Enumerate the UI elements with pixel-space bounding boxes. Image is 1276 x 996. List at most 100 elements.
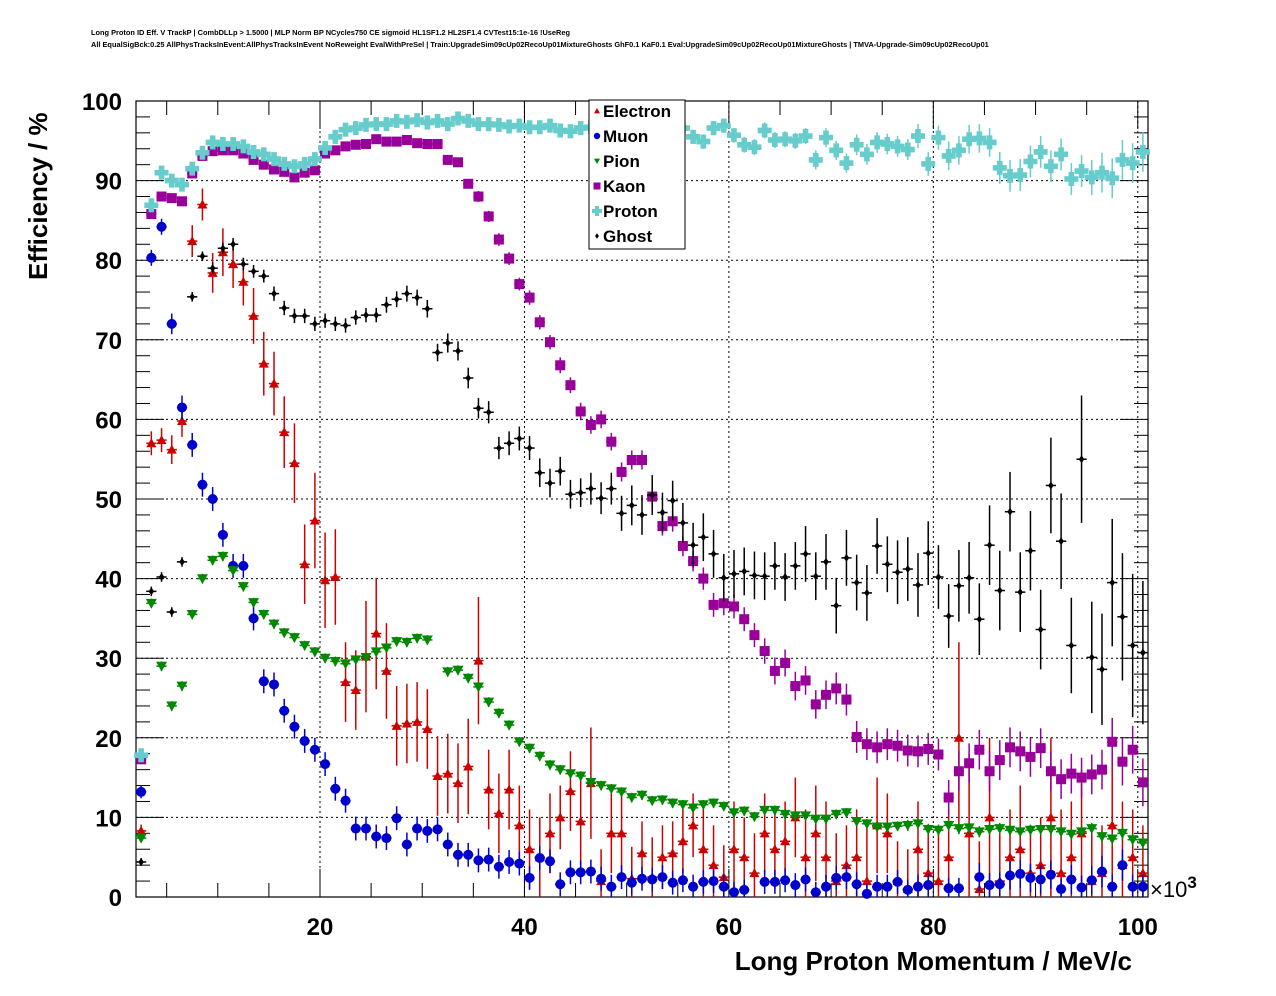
marker-square: [442, 154, 453, 165]
data-point-pion: [421, 635, 433, 646]
data-point-pion: [718, 801, 730, 812]
data-point-ghost: [984, 505, 995, 585]
marker-triangle-up: [984, 812, 995, 822]
marker-circle: [269, 679, 279, 690]
data-point-kaon: [452, 157, 464, 168]
marker-triangle-down: [268, 619, 280, 630]
marker-cross: [737, 137, 752, 152]
marker-circle: [187, 439, 198, 450]
marker-circle: [667, 877, 678, 888]
marker-triangle-up: [667, 848, 678, 858]
marker-square: [585, 419, 596, 430]
marker-diamond: [168, 608, 175, 617]
marker-diamond: [925, 549, 932, 558]
marker-circle: [943, 883, 954, 894]
data-point-pion: [391, 636, 403, 647]
legend-marker-electron: [594, 108, 600, 114]
marker-circle: [207, 494, 218, 504]
data-point-ghost: [422, 300, 433, 318]
marker-diamond: [567, 490, 574, 499]
marker-square: [708, 599, 719, 610]
marker-diamond: [577, 488, 584, 497]
marker-circle: [882, 881, 893, 892]
data-point-muon: [1045, 860, 1056, 890]
data-point-kaon: [1045, 751, 1056, 792]
marker-triangle-down: [912, 819, 924, 830]
series-electron: [136, 188, 1148, 897]
data-point-proton: [982, 128, 997, 157]
data-point-ghost: [933, 545, 944, 609]
marker-triangle-up: [616, 828, 627, 838]
marker-triangle-down: [759, 805, 771, 816]
marker-triangle-down: [881, 822, 893, 833]
series-ghost: [136, 237, 1148, 866]
marker-cross: [318, 140, 333, 155]
data-point-muon: [156, 218, 167, 235]
marker-diamond: [915, 580, 921, 589]
marker-triangle-down: [943, 820, 955, 831]
marker-circle: [565, 867, 576, 878]
y-tick-label: 30: [95, 646, 122, 673]
data-point-proton: [727, 128, 741, 143]
data-point-ghost: [156, 572, 167, 582]
data-point-ghost: [279, 300, 290, 316]
data-point-pion: [278, 627, 290, 639]
marker-triangle-down: [789, 811, 801, 822]
marker-square: [146, 209, 157, 220]
marker-triangle-down: [585, 777, 597, 788]
marker-circle: [238, 560, 249, 571]
data-point-pion: [922, 823, 934, 835]
marker-square: [913, 746, 923, 757]
marker-square: [780, 657, 791, 668]
data-point-pion: [1137, 836, 1149, 850]
data-point-pion: [350, 655, 362, 666]
data-point-pion: [1127, 833, 1139, 847]
data-point-electron: [442, 733, 453, 814]
data-point-proton: [1023, 145, 1038, 178]
marker-triangle-up: [1107, 820, 1118, 830]
data-point-kaon: [1056, 759, 1067, 800]
marker-cross: [328, 129, 343, 144]
data-point-ghost: [585, 472, 596, 505]
data-point-muon: [831, 865, 842, 890]
marker-triangle-up: [1035, 860, 1046, 870]
marker-diamond: [516, 434, 523, 443]
data-point-proton: [297, 156, 312, 171]
marker-triangle-down: [391, 637, 403, 647]
data-point-ghost: [851, 554, 862, 611]
marker-triangle-down: [350, 655, 362, 666]
marker-triangle-up: [923, 868, 934, 878]
marker-circle: [422, 825, 433, 836]
marker-triangle-down: [156, 661, 168, 672]
data-point-kaon: [841, 683, 852, 716]
data-point-proton: [992, 151, 1007, 184]
data-point-muon: [1107, 874, 1118, 897]
marker-diamond: [189, 292, 196, 301]
marker-triangle-down: [1086, 824, 1098, 835]
marker-triangle-up: [340, 677, 351, 687]
data-point-electron: [749, 833, 760, 897]
data-point-electron: [391, 686, 402, 766]
marker-circle: [1056, 884, 1067, 895]
marker-diamond: [404, 289, 410, 298]
marker-circle: [657, 872, 668, 883]
data-point-ghost: [769, 541, 780, 590]
data-point-muon: [422, 818, 433, 843]
data-point-kaon: [340, 141, 351, 152]
marker-diamond: [659, 508, 666, 517]
data-point-muon: [1086, 865, 1097, 895]
data-point-electron: [555, 785, 566, 850]
data-point-kaon: [371, 134, 382, 145]
data-point-pion: [370, 647, 382, 658]
data-point-pion: [207, 555, 219, 566]
marker-triangle-up: [279, 427, 290, 437]
data-point-pion: [237, 581, 249, 593]
marker-diamond: [996, 586, 1003, 595]
data-point-muon: [943, 877, 954, 897]
marker-diamond: [751, 571, 758, 580]
marker-triangle-down: [299, 641, 311, 651]
marker-triangle-up: [769, 844, 780, 854]
marker-cross: [573, 121, 588, 136]
data-point-pion: [217, 551, 229, 562]
marker-circle: [166, 318, 177, 329]
